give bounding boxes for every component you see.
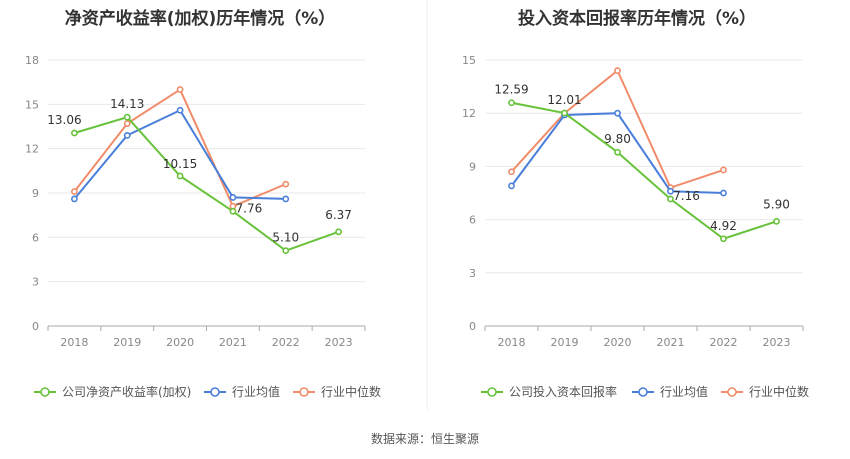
chart1-x-tick-label: 2022: [272, 336, 300, 349]
chart2-y-tick-label: 12: [462, 107, 476, 120]
chart1-point-avg: [123, 131, 131, 139]
chart1-point-median: [71, 188, 78, 195]
chart1-legend-swatch-marker: [210, 387, 220, 397]
chart2-point-company: [667, 195, 674, 203]
chart1-data-label: 10.15: [163, 157, 197, 171]
chart1-legend-swatch-marker: [40, 387, 50, 397]
chart1-legend-swatch-marker: [299, 387, 309, 397]
chart2-x-tick-label: 2020: [604, 336, 632, 349]
chart1-x-tick-label: 2018: [60, 336, 88, 349]
chart2-data-label: 7.16: [673, 189, 700, 203]
chart2-point-median: [720, 166, 727, 174]
chart2-legend-swatch-marker: [727, 387, 737, 397]
chart1-point-avg: [176, 106, 184, 114]
chart1-x-tick-label: 2019: [113, 336, 141, 349]
chart1-legend-label: 公司净资产收益率(加权): [62, 384, 191, 399]
chart1-point-median: [176, 86, 184, 93]
chart2-point-company: [720, 235, 727, 243]
chart2-y-tick-label: 6: [469, 214, 476, 227]
chart1-x-tick-label: 2021: [219, 336, 247, 349]
chart2-y-tick-label: 0: [469, 320, 476, 333]
chart1-y-tick-label: 12: [25, 143, 39, 156]
chart1-point-company: [123, 113, 131, 121]
chart1-point-company: [282, 247, 290, 255]
chart1-point-median: [123, 120, 131, 127]
chart1-y-tick-label: 3: [32, 276, 39, 289]
chart1-y-tick-label: 0: [32, 320, 39, 333]
chart2-data-label: 5.90: [763, 197, 790, 211]
chart2-title: 投入资本回报率历年情况（%）: [518, 8, 756, 29]
chart1-y-tick-label: 15: [25, 98, 39, 111]
chart2-y-tick-label: 9: [469, 160, 476, 173]
chart1-y-tick-label: 9: [32, 187, 39, 200]
chart2-x-tick-label: 2022: [710, 336, 738, 349]
chart1-data-label: 6.37: [325, 208, 352, 222]
chart2-x-tick-label: 2023: [763, 336, 791, 349]
chart1-data-label: 7.76: [236, 201, 263, 215]
chart1-data-label: 14.13: [110, 97, 144, 111]
chart1-point-median: [282, 180, 290, 188]
chart2-point-avg: [667, 187, 674, 195]
chart2-point-avg: [614, 109, 621, 117]
source-note: 数据来源：恒生聚源: [371, 431, 479, 446]
chart1-data-label: 13.06: [47, 113, 81, 127]
chart2-point-company: [561, 109, 568, 117]
chart2-series-line-company: [511, 101, 777, 240]
chart2-legend-label: 公司投入资本回报率: [509, 384, 617, 399]
chart1-point-company: [229, 207, 237, 215]
chart1-point-company: [71, 129, 78, 137]
chart2-y-tick-label: 15: [462, 54, 476, 67]
chart1-series-line-company: [74, 116, 339, 252]
chart2-point-company: [773, 217, 780, 225]
chart2-y-tick-label: 3: [469, 267, 476, 280]
chart1-legend-label: 行业中位数: [321, 384, 381, 399]
chart2-series-line-median: [510, 69, 724, 189]
chart1-legend-label: 行业均值: [232, 384, 280, 399]
chart2-legend-swatch-marker: [638, 387, 648, 397]
chart2-point-avg: [508, 182, 515, 190]
chart2-legend-label: 行业中位数: [749, 384, 809, 399]
chart2-data-label: 12.01: [547, 93, 581, 107]
chart1-point-avg: [229, 194, 237, 201]
chart1-point-company: [335, 228, 342, 236]
chart2-point-median: [614, 67, 621, 75]
chart2-x-tick-label: 2019: [551, 336, 579, 349]
chart1-point-avg: [282, 195, 290, 203]
chart2-point-company: [508, 99, 515, 107]
chart2-x-tick-label: 2021: [657, 336, 685, 349]
chart1-title: 净资产收益率(加权)历年情况（%）: [65, 8, 336, 29]
chart1-x-tick-label: 2023: [325, 336, 353, 349]
chart1-data-label: 5.10: [272, 231, 299, 245]
chart2-data-label: 4.92: [710, 219, 737, 233]
chart2-point-median: [508, 168, 515, 176]
chart1-y-tick-label: 18: [25, 54, 39, 67]
chart1-point-company: [176, 172, 184, 180]
chart1-y-tick-label: 6: [32, 231, 39, 244]
chart1-point-avg: [71, 195, 78, 203]
chart2-data-label: 9.80: [604, 132, 631, 146]
chart2-legend-label: 行业均值: [660, 384, 708, 399]
chart2-x-tick-label: 2018: [498, 336, 526, 349]
chart2-point-company: [614, 148, 621, 156]
chart1-x-tick-label: 2020: [166, 336, 194, 349]
chart2-data-label: 12.59: [494, 83, 528, 97]
chart2-point-avg: [720, 189, 727, 197]
chart2-legend-swatch-marker: [487, 387, 497, 397]
